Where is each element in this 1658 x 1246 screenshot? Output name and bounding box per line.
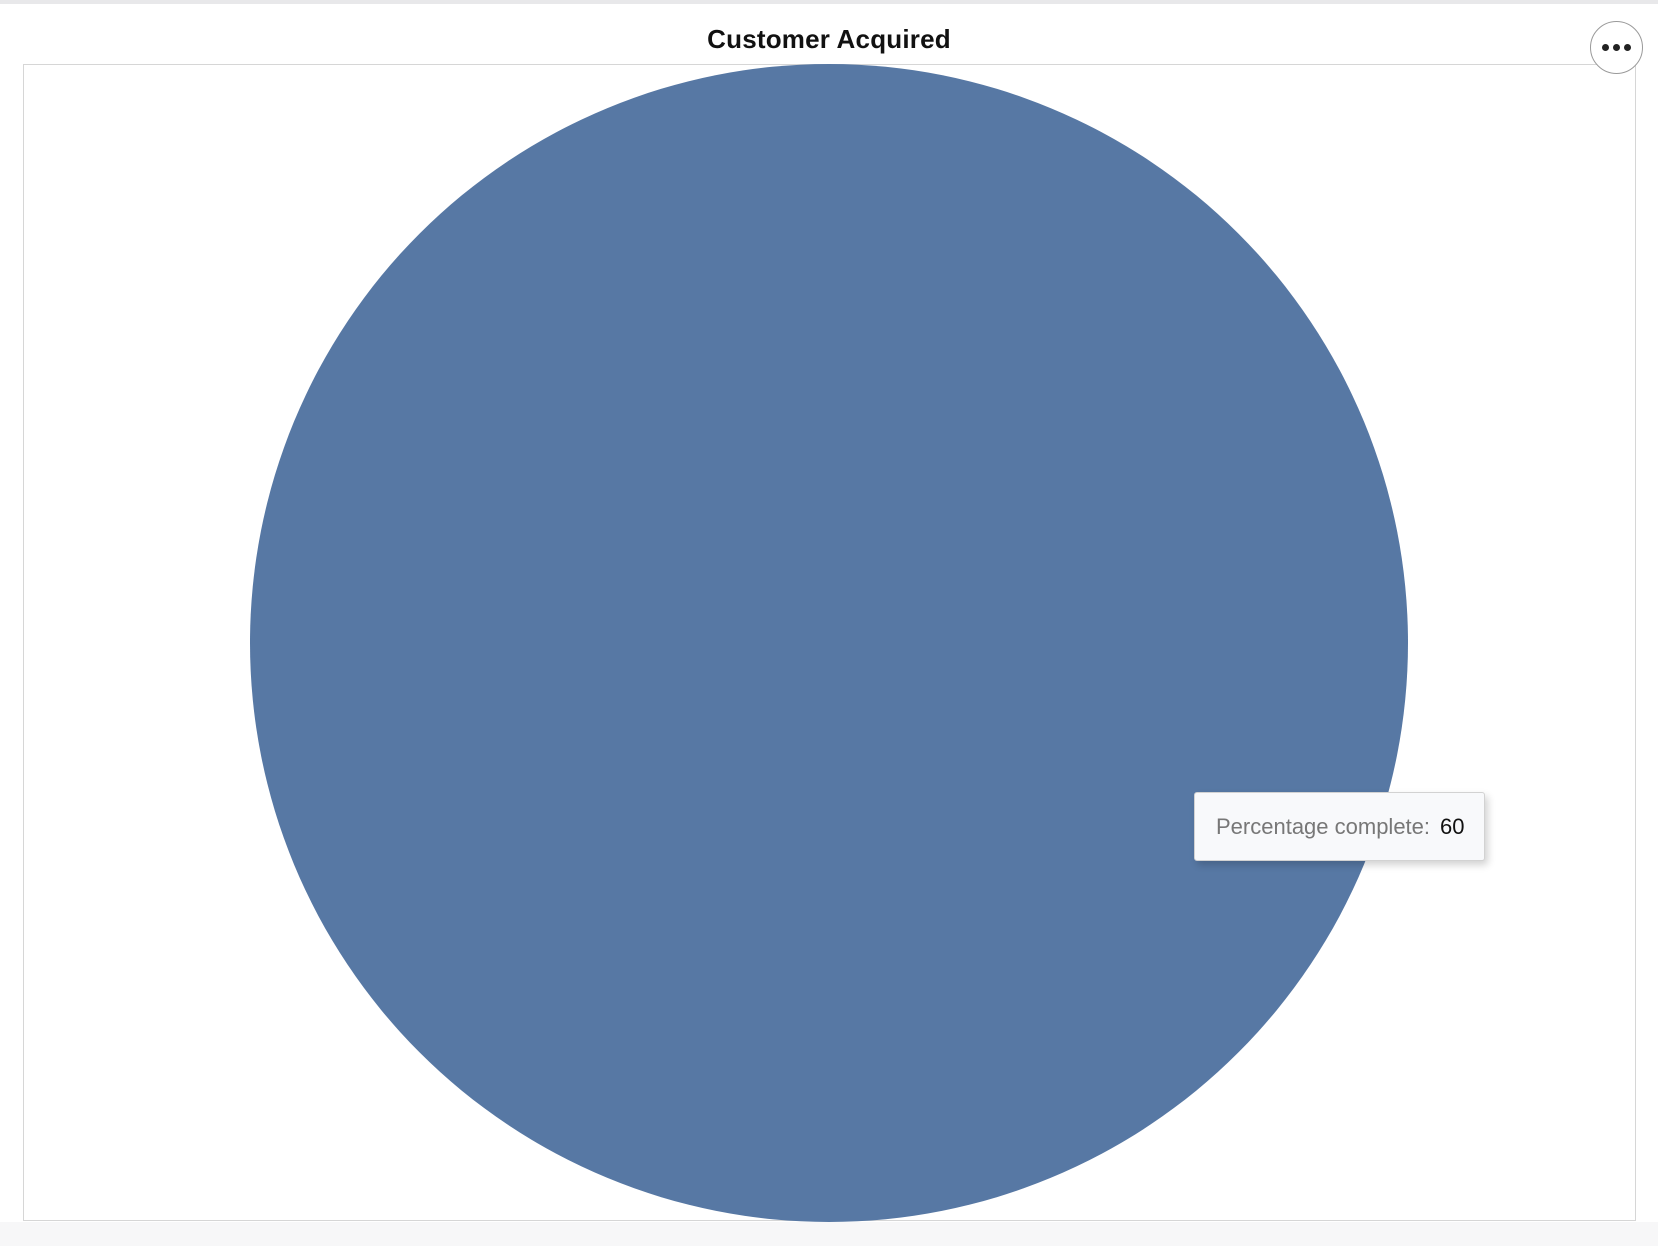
bottom-divider [0,1222,1658,1246]
pie-slice-0[interactable] [250,64,1408,1222]
chart-title: Customer Acquired [707,24,951,54]
tooltip-label: Percentage complete: [1216,813,1431,839]
more-horizontal-icon [1602,44,1631,51]
pie-tooltip: Percentage complete: 60 [1194,792,1485,861]
pie-slices [250,64,1408,1222]
top-divider [0,0,1658,4]
more-options-button[interactable] [1590,21,1643,74]
tooltip-value: 60 [1440,813,1465,839]
